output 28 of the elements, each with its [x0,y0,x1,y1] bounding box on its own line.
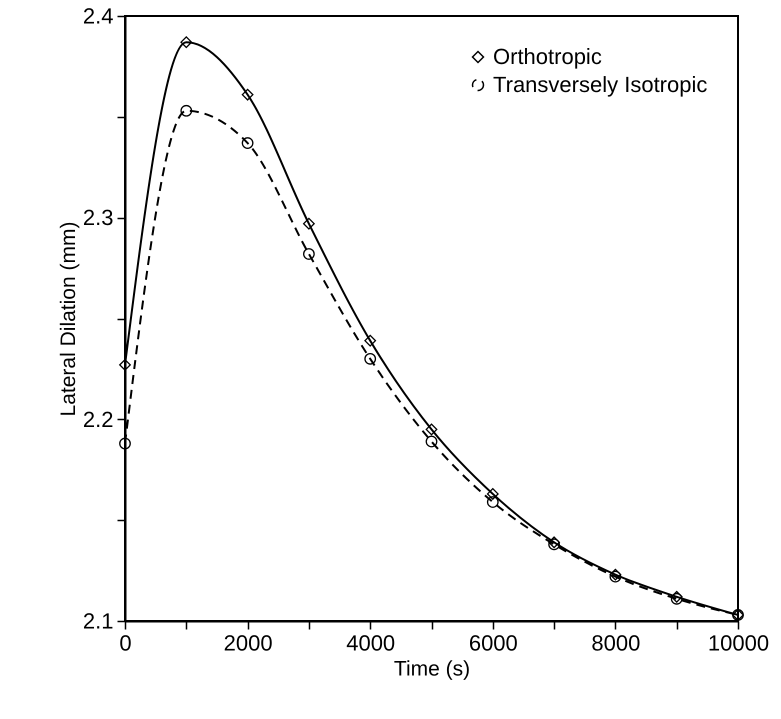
point [486,488,499,500]
point [119,358,131,371]
y-axis-title: Lateral Dilation (mm) [56,222,80,416]
point [303,248,315,260]
point [426,424,438,436]
legend-label: Orthotropic [493,44,602,69]
x-tick-label: 4000 [346,630,396,656]
x-tick-label: 8000 [591,630,640,656]
point [180,36,192,48]
x-tick-label: 10000 [708,630,770,656]
x-tick-label: 2000 [224,630,273,656]
y-tick-label: 2.4 [82,4,114,28]
x-tick-label: 0 [119,630,132,656]
point [180,104,192,117]
point [364,352,376,365]
point [303,218,315,230]
x-tick-label: 6000 [468,630,518,656]
legend-label: Transversely Isotropic [493,72,708,97]
y-tick-label: 2.1 [82,608,114,634]
point [364,334,376,347]
y-tick-label: 2.2 [82,406,114,432]
point [426,436,438,448]
point [486,496,499,508]
x-axis-title: Time (s) [394,658,470,680]
point [119,438,131,450]
y-tick-label: 2.3 [82,205,114,230]
point [242,137,254,149]
point [242,88,254,101]
